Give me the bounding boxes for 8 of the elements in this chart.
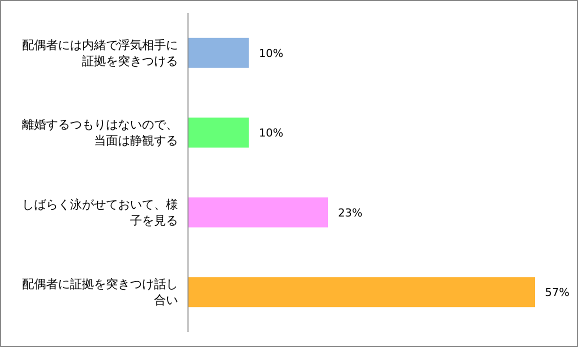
y-tick-label: しばらく泳がせておいて、様子を見る [22,197,178,228]
y-tick-label: 配偶者に証拠を突きつけ話し合い [22,277,178,308]
data-label: 23% [338,206,362,220]
data-label: 57% [545,286,570,300]
data-label: 10% [258,46,284,60]
data-label: 10% [258,126,284,140]
y-tick-label: 離婚するつもりはないので、当面は静観する [22,118,178,148]
y-tick-label: 配偶者には内緒で浮気相手に証拠を突きつける [22,38,178,68]
